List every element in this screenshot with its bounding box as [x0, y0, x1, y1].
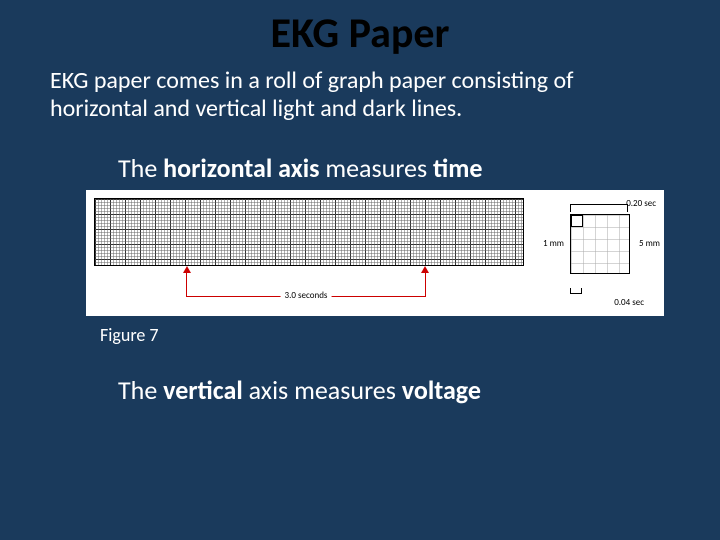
label-020sec: 0.20 sec — [626, 198, 656, 209]
ekg-grid-figure: 0.20 sec 1 mm 5 mm 0.04 sec 3.0 seconds — [86, 190, 664, 316]
arrow-tip-right — [421, 266, 429, 273]
text-fragment: The — [118, 152, 163, 184]
bold-time: time — [433, 152, 482, 184]
text-fragment: axis measures — [243, 374, 402, 406]
slide-title: EKG Paper — [0, 0, 720, 59]
label-5mm: 5 mm — [639, 238, 660, 249]
text-fragment: measures — [319, 152, 433, 184]
ekg-grid-strip — [94, 198, 524, 266]
zoom-big-square — [570, 214, 630, 274]
text-fragment: The — [118, 374, 163, 406]
bracket-004sec — [570, 288, 582, 294]
intro-text: EKG paper comes in a roll of graph paper… — [0, 59, 720, 122]
label-004sec: 0.04 sec — [614, 297, 644, 308]
bold-vertical: vertical — [163, 374, 243, 406]
span-3-seconds: 3.0 seconds — [186, 290, 426, 304]
bold-voltage: voltage — [402, 374, 481, 406]
vertical-axis-statement: The vertical axis measures voltage — [0, 346, 720, 406]
figure-caption: Figure 7 — [0, 316, 720, 346]
label-1mm: 1 mm — [543, 238, 564, 249]
brace-020sec — [570, 204, 628, 212]
label-3-seconds: 3.0 seconds — [281, 290, 332, 301]
bold-horizontal-axis: horizontal axis — [163, 152, 319, 184]
horizontal-axis-statement: The horizontal axis measures time — [0, 122, 720, 190]
zoom-small-square — [571, 215, 583, 227]
arrow-tip-left — [183, 266, 191, 273]
